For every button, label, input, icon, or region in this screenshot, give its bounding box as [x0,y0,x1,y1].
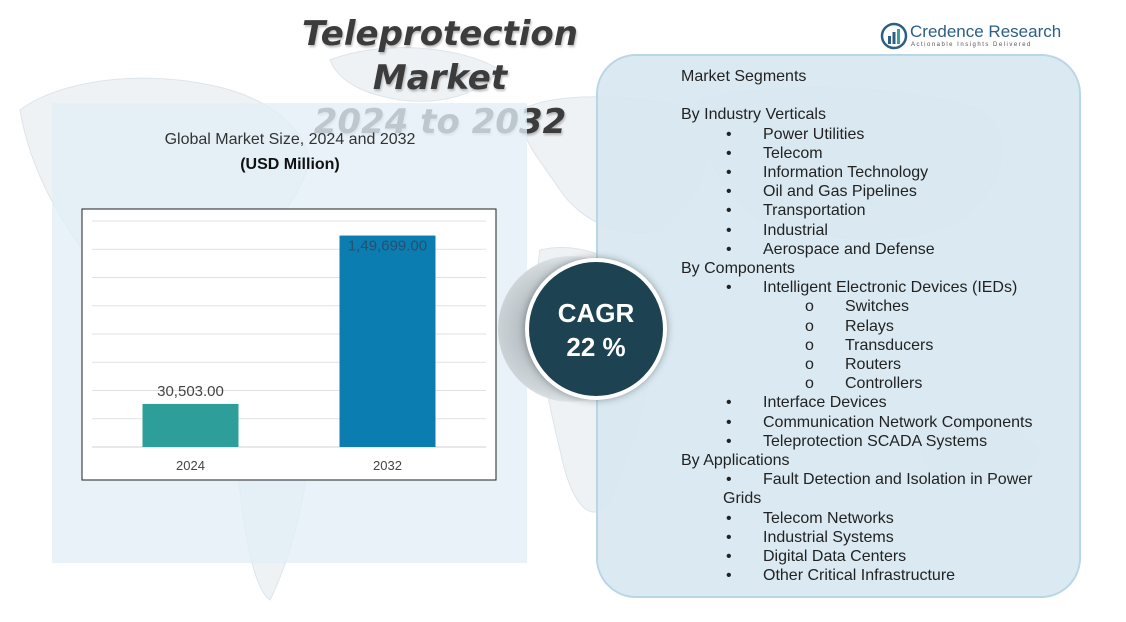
segments-header: Market Segments [681,68,807,85]
list-item: Transducers [681,336,1076,355]
chart-unit: (USD Million) [240,156,340,173]
chart-title: Global Market Size, 2024 and 2032 [164,131,416,148]
list-item: Information Technology [681,163,1076,182]
cagr-badge: CAGR 22 % [525,258,667,400]
x-tick-label: 2032 [373,458,402,473]
title-line-1: Teleprotection Market [302,14,578,98]
brand-name: Credence Research [910,22,1062,41]
list-item: Transportation [681,201,1076,220]
list-item: Switches [681,297,1076,316]
chart-data-labels: 30,503.00 1,49,699.00 [157,238,427,400]
list-item: Routers [681,355,1076,374]
cagr-label: CAGR [557,298,635,328]
cagr-value: 22 % [566,332,626,362]
list-item: Interface Devices [681,393,1076,412]
chart-x-ticks: 2024 2032 [176,458,402,473]
list-item: Relays [681,317,1076,336]
chart-bars [142,235,436,447]
list-item: Intelligent Electronic Devices (IEDs) [681,278,1076,297]
list-item-line-1: Fault Detection and Isolation in Power [763,471,1033,489]
group-applications: By Applications [681,452,790,470]
list-item: Aerospace and Defense [681,240,1076,259]
list-item: Controllers [681,374,1076,393]
list-item: Industrial Systems [681,528,1076,547]
brand-tagline: Actionable Insights Delivered [911,42,1032,48]
list-item: Communication Network Components [681,413,1076,432]
x-tick-label: 2024 [176,458,205,473]
brand-logo: Credence Research Actionable Insights De… [880,22,1070,54]
market-segments-list: Market Segments By Industry Verticals Po… [681,67,1076,586]
bar-value-label: 1,49,699.00 [348,238,427,255]
bar-value-label: 30,503.00 [157,383,224,400]
list-item: Other Critical Infrastructure [681,566,1076,585]
list-item: Power Utilities [681,125,1076,144]
group-industry-verticals: By Industry Verticals [681,106,826,124]
brand-logo-icon [880,22,908,50]
list-item: Teleprotection SCADA Systems [681,432,1076,451]
list-item: Digital Data Centers [681,547,1076,566]
list-item: Telecom Networks [681,509,1076,528]
list-item: Fault Detection and Isolation in Power G… [681,470,1076,508]
bar-2024 [142,403,239,447]
bar-2032 [339,235,436,447]
group-components: By Components [681,260,795,277]
list-item: Industrial [681,221,1076,240]
list-item: Oil and Gas Pipelines [681,182,1076,201]
list-item: Telecom [681,144,1076,163]
list-item-line-2: Grids [723,490,762,508]
